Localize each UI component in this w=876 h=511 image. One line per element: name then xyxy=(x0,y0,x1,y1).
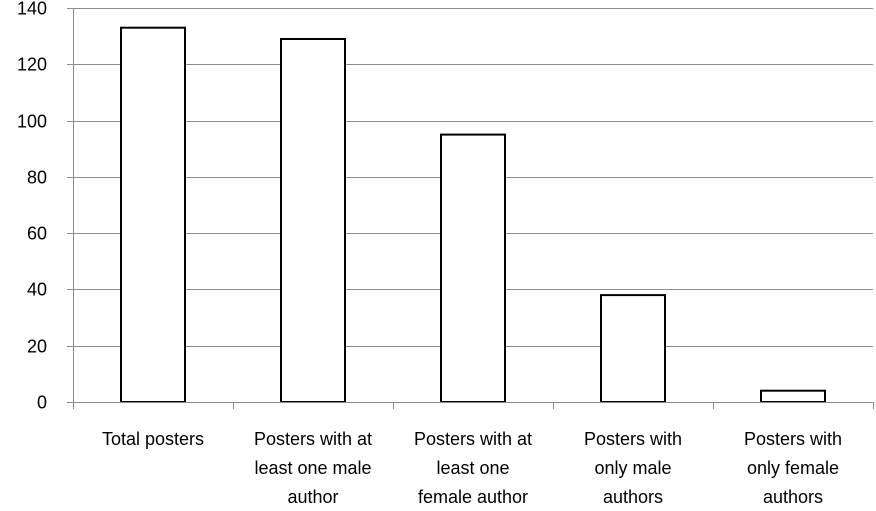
x-axis-category-labels: Total posters Posters with at least one ma… xyxy=(102,429,842,507)
x-category-label: Posters with only female authors xyxy=(744,429,842,507)
x-category-label-line: author xyxy=(287,487,338,507)
y-tick-label: 0 xyxy=(37,393,47,413)
x-category-label-line: Posters with xyxy=(584,429,682,449)
x-category-label-line: authors xyxy=(763,487,823,507)
y-tick-label: 20 xyxy=(27,337,47,357)
x-category-label-line: Total posters xyxy=(102,429,204,449)
y-tick-label: 100 xyxy=(17,112,47,132)
x-category-label-line: least one xyxy=(436,458,509,478)
y-tick-label: 40 xyxy=(27,280,47,300)
x-category-label-line: Posters with xyxy=(744,429,842,449)
bar xyxy=(440,133,506,403)
bar xyxy=(120,26,186,403)
x-category-label: Total posters xyxy=(102,429,204,449)
x-category-label: Posters with only male authors xyxy=(584,429,682,507)
x-category-label-line: authors xyxy=(603,487,663,507)
x-axis xyxy=(67,8,874,409)
bar xyxy=(760,389,826,404)
x-category-label-line: Posters with at xyxy=(414,429,532,449)
x-category-label-line: only male xyxy=(594,458,671,478)
y-tick-label: 60 xyxy=(27,224,47,244)
y-tick-label: 140 xyxy=(17,0,47,19)
bar xyxy=(280,38,346,403)
y-tick-label: 80 xyxy=(27,168,47,188)
x-category-label-line: only female xyxy=(747,458,839,478)
x-category-label: Posters with at least one male author xyxy=(254,429,372,507)
x-category-label: Posters with at least one female author xyxy=(414,429,532,507)
y-axis-tick-labels: 0 20 40 60 80 100 120 140 xyxy=(17,0,47,413)
x-category-label-line: least one male xyxy=(254,458,371,478)
y-tick-label: 120 xyxy=(17,55,47,75)
bars xyxy=(120,26,826,404)
x-category-label-line: Posters with at xyxy=(254,429,372,449)
x-category-label-line: female author xyxy=(418,487,528,507)
bar xyxy=(600,294,666,404)
